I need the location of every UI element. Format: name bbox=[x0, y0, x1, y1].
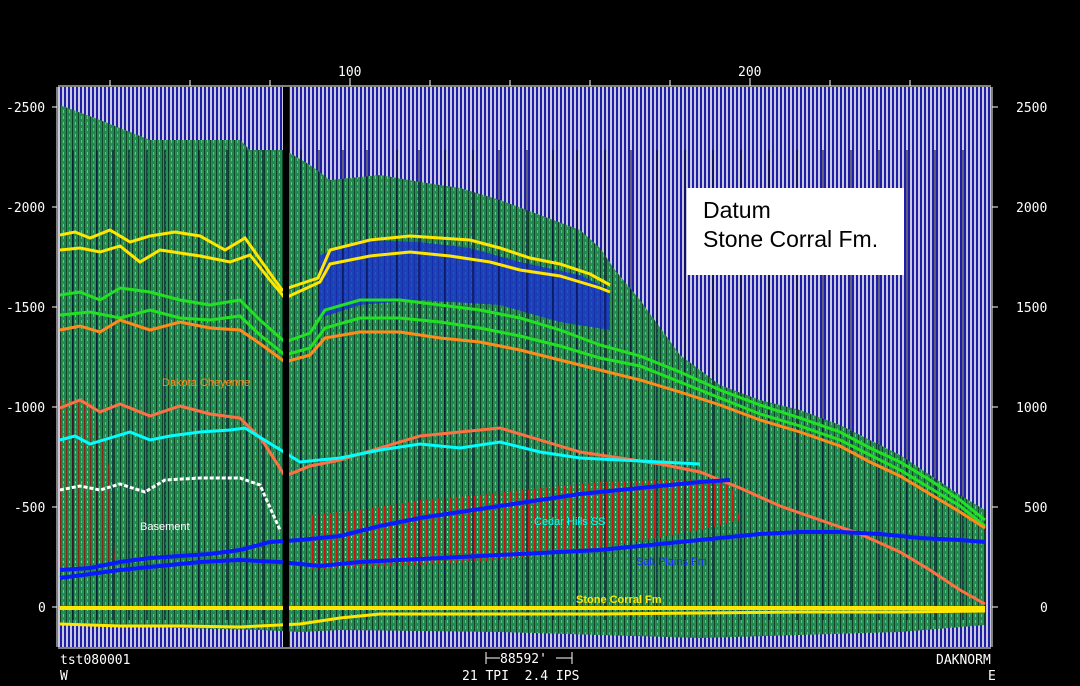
blue-horizon-lower bbox=[59, 530, 986, 580]
trace-separator bbox=[526, 150, 528, 620]
trace-separator bbox=[712, 150, 714, 620]
trace-separator bbox=[300, 150, 302, 620]
yellow-horizon-upper bbox=[59, 228, 611, 292]
footer-params: 21 TPI 2.4 IPS bbox=[462, 669, 579, 684]
depth-tick-2000: -2000 bbox=[6, 201, 45, 216]
trace-separator bbox=[444, 150, 446, 620]
trace-separator bbox=[604, 150, 606, 620]
blue-horizon-upper bbox=[59, 478, 731, 572]
top-axis-ticks bbox=[109, 78, 911, 86]
datum-subtitle: Stone Corral Fm. bbox=[703, 226, 879, 252]
trace-separator bbox=[962, 150, 964, 620]
label-dakota: Dakota Cheyenne bbox=[162, 377, 250, 389]
depth-tick-2500: -2500 bbox=[6, 101, 45, 116]
right-tick-500: 500 bbox=[1024, 501, 1047, 516]
top-tick-200: 200 bbox=[738, 65, 761, 80]
top-axis: 100 200 bbox=[58, 65, 991, 87]
footer-scale: 88592' bbox=[500, 652, 547, 667]
trace-separator bbox=[498, 150, 500, 620]
trace-separator bbox=[630, 150, 632, 620]
footer-scale-bar bbox=[485, 652, 573, 664]
label-stone-corral: Stone Corral Fm bbox=[576, 594, 662, 606]
right-tick-2000: 2000 bbox=[1016, 201, 1047, 216]
trace-separator bbox=[96, 150, 98, 620]
gap-1 bbox=[283, 87, 289, 647]
trace-separator bbox=[146, 150, 148, 620]
trace-separator bbox=[72, 150, 74, 620]
trace-separator bbox=[822, 150, 824, 620]
red-anomaly-zone bbox=[310, 480, 740, 570]
right-tick-1500: 1500 bbox=[1016, 301, 1047, 316]
trace-separator bbox=[796, 150, 798, 620]
green-horizon-upper bbox=[59, 286, 986, 522]
trace-separator bbox=[246, 150, 248, 620]
right-tick-2500: 2500 bbox=[1016, 101, 1047, 116]
left-depth-axis: -2500 -2000 -1500 -1000 -500 0 bbox=[6, 87, 58, 647]
trace-separator bbox=[128, 150, 130, 620]
trace-separator bbox=[366, 150, 368, 620]
trace-separator bbox=[226, 150, 228, 620]
footer-right-id: DAKNORM bbox=[936, 653, 991, 668]
trace-envelope bbox=[60, 105, 985, 638]
depth-tick-1500: -1500 bbox=[6, 301, 45, 316]
trace-separator bbox=[164, 150, 166, 620]
trace-separator bbox=[262, 150, 264, 620]
top-tick-100: 100 bbox=[338, 65, 361, 80]
trace-separator bbox=[198, 150, 200, 620]
trace-separator bbox=[934, 150, 936, 620]
orange-horizon-upper bbox=[59, 318, 986, 530]
trace-separator bbox=[472, 150, 474, 620]
trace-separator bbox=[418, 150, 420, 620]
orange-horizon-mid bbox=[59, 398, 986, 606]
trace-separator bbox=[552, 150, 554, 620]
trace-separator bbox=[342, 150, 344, 620]
trace-separator bbox=[850, 150, 852, 620]
depth-tick-1000: -1000 bbox=[6, 401, 45, 416]
right-tick-0: 0 bbox=[1040, 601, 1048, 616]
right-tick-1000: 1000 bbox=[1016, 401, 1047, 416]
trace-separator bbox=[878, 150, 880, 620]
green-horizon-lower bbox=[59, 308, 986, 528]
depth-tick-0: 0 bbox=[38, 601, 46, 616]
datum-title: Datum bbox=[703, 197, 771, 223]
label-salt: Salt Plains Fm bbox=[636, 556, 707, 568]
label-basement: Basement bbox=[140, 521, 190, 533]
cyan-horizon bbox=[59, 426, 701, 466]
right-depth-axis: 2500 2000 1500 1000 500 0 bbox=[991, 87, 1048, 647]
trace-separator bbox=[740, 150, 742, 620]
trace-separator bbox=[906, 150, 908, 620]
panel-gaps bbox=[283, 87, 289, 647]
trace-separator bbox=[318, 150, 320, 620]
trace-separator bbox=[768, 150, 770, 620]
trace-separator bbox=[112, 150, 114, 620]
white-horizon bbox=[59, 476, 282, 531]
label-cedar: Cedar Hills SS bbox=[534, 516, 606, 528]
footer-east: E bbox=[988, 669, 996, 684]
footer-west: W bbox=[60, 669, 68, 684]
datum-box: Datum Stone Corral Fm. bbox=[687, 188, 904, 275]
yellow-lower-line bbox=[59, 609, 986, 629]
trace-separator bbox=[396, 150, 398, 620]
blue-reflector-band bbox=[320, 240, 610, 330]
depth-tick-500: -500 bbox=[14, 501, 45, 516]
trace-separator bbox=[576, 150, 578, 620]
footer-left-id: tst080001 bbox=[60, 653, 130, 668]
